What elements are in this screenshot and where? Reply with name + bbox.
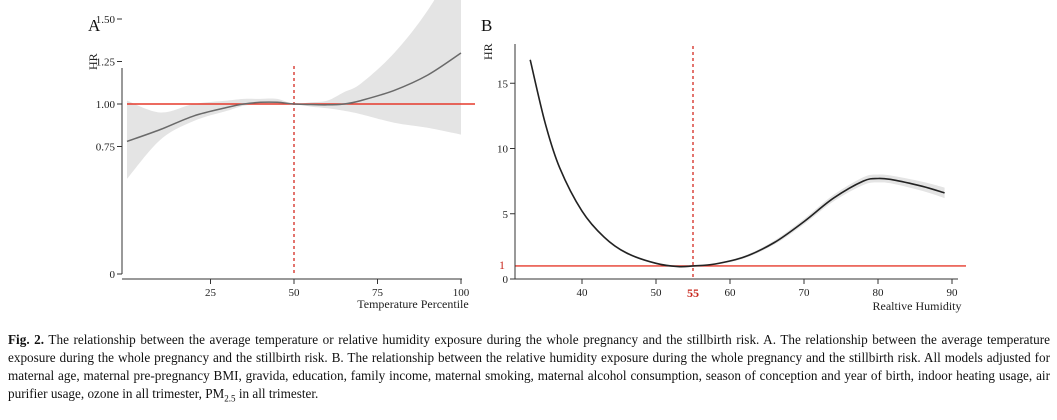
panel-a-y-tick-label: 1.50 (96, 14, 116, 26)
panel-b-cutoff-tick-label: 55 (687, 286, 699, 300)
caption-text: The relationship between the average tem… (8, 332, 1050, 401)
panel-a-ci-band-layer (127, 0, 461, 179)
figure-caption: Fig. 2. The relationship between the ave… (8, 331, 1050, 408)
panel-b-y-tick-label: 10 (497, 144, 509, 156)
panel-b-x-tick-label: 50 (651, 287, 663, 299)
panel-b-reference-tick-label: 1 (499, 258, 505, 272)
figure: A HR 00.751.001.251.501.75255075100 Temp… (86, 0, 966, 313)
panel-b-label: B (481, 16, 492, 35)
panel-a-ci-band (127, 0, 461, 179)
panel-a: A HR 00.751.001.251.501.75255075100 Temp… (86, 0, 475, 311)
panel-a-y-tick-label: 1.00 (96, 99, 116, 111)
panel-b-ci-band-layer (530, 57, 945, 268)
panel-a-y-tick-label: 0 (110, 269, 116, 281)
caption-label: Fig. 2. (8, 332, 45, 347)
panel-b-curve-layer (529, 59, 945, 268)
panel-b-hr-curve (529, 59, 945, 268)
panel-a-x-tick-label: 50 (289, 287, 301, 299)
panel-a-y-tick-label: 0.75 (96, 142, 116, 154)
panel-b-y-tick-label: 15 (497, 78, 509, 90)
panel-a-y-axis-title: HR (86, 53, 100, 70)
panel-b-x-tick-label: 60 (725, 287, 737, 299)
panel-b-x-tick-label: 90 (947, 287, 959, 299)
panel-a-x-tick-label: 75 (372, 287, 384, 299)
panel-a-x-axis-title: Temperature Percentile (357, 297, 468, 311)
panel-b-y-axis-title: HR (481, 43, 495, 60)
panel-b: B HR 0 5 10 15 40 50 60 70 80 90 1 55 Realtive Humi… (481, 16, 966, 313)
panel-b-axes: 0 5 10 15 40 50 60 70 80 90 1 55 (497, 44, 958, 300)
panel-b-x-tick-label: 70 (799, 287, 811, 299)
panel-a-curve-layer (126, 52, 462, 143)
panel-a-hr-curve (126, 52, 462, 143)
caption-text-end: in all trimester. (235, 386, 319, 401)
panel-a-y-tick-label: 1.25 (96, 57, 116, 69)
panel-a-x-tick-label: 100 (453, 287, 470, 299)
panel-a-label: A (88, 16, 101, 35)
panel-b-y-tick-label: 0 (503, 274, 509, 286)
panel-a-x-tick-label: 25 (205, 287, 217, 299)
panel-a-axes: 00.751.001.251.501.75255075100 (96, 14, 470, 299)
panel-b-reference-layer (515, 46, 966, 279)
caption-pm-subscript: 2.5 (224, 393, 236, 404)
panel-b-y-tick-label: 5 (503, 209, 509, 221)
panel-b-ci-band (530, 57, 945, 268)
panel-b-x-tick-label: 80 (873, 287, 885, 299)
panel-b-x-tick-label: 40 (577, 287, 589, 299)
panel-b-x-axis-title: Realtive Humidity (873, 299, 962, 313)
caption-pm-base: PM (205, 386, 225, 401)
